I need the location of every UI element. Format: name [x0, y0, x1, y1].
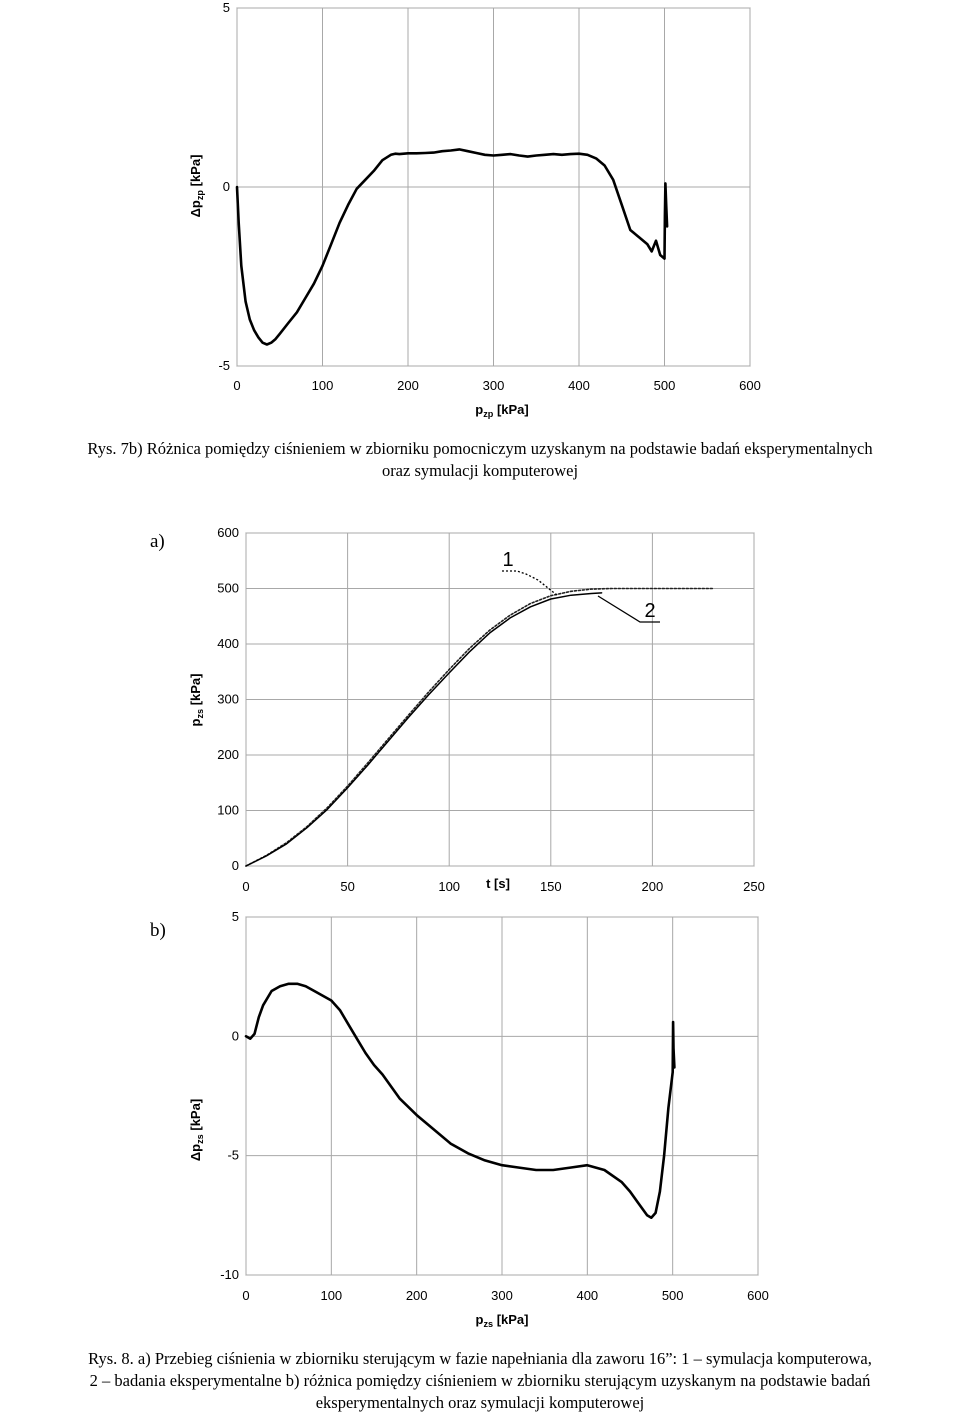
series-line-1	[244, 982, 676, 1220]
annotation-label-2: 2	[644, 600, 655, 622]
caption-line: Rys. 8. a) Przebieg ciśnienia w zbiornik…	[88, 1349, 872, 1368]
caption-line: oraz symulacji komputerowej	[381, 461, 579, 480]
x-tick-label: 500	[662, 1288, 684, 1303]
x-tick-label: 600	[747, 1288, 769, 1303]
x-tick-label: 200	[406, 1288, 428, 1303]
x-tick-label: 400	[568, 378, 590, 393]
y-tick-label: 300	[217, 692, 239, 707]
figure-7b-caption: Rys. 7b) Różnica pomiędzy ciśnieniem w z…	[0, 438, 960, 482]
y-tick-label: -10	[220, 1267, 239, 1282]
series-line-1	[235, 148, 669, 346]
y-tick-label: 500	[217, 581, 239, 596]
x-tick-label: 300	[491, 1288, 513, 1303]
chart-8b-pressure-difference: 0 100 200 300 400 500 600 5 0 -5 -10 Δpzs [kPa] pzs …	[188, 909, 769, 1329]
y-tick-label: 5	[223, 0, 230, 15]
x-tick-label: 500	[654, 378, 676, 393]
x-tick-label: 100	[320, 1288, 342, 1303]
annotation-leader-1	[502, 570, 559, 597]
figure-8-caption: Rys. 8. a) Przebieg ciśnienia w zbiornik…	[0, 1348, 960, 1414]
y-tick-label: 5	[232, 909, 239, 924]
caption-line: 2 – badania eksperymentalne b) różnica p…	[89, 1371, 871, 1390]
x-axis-label: pzp [kPa]	[475, 402, 528, 419]
x-tick-label: 0	[242, 1288, 249, 1303]
x-tick-label: 100	[312, 378, 334, 393]
y-tick-label: 0	[232, 1028, 239, 1043]
x-axis-label: pzs [kPa]	[476, 1312, 529, 1329]
annotation-label-1: 1	[502, 549, 513, 571]
y-tick-label: 0	[223, 179, 230, 194]
x-tick-label: 600	[739, 378, 761, 393]
x-tick-label: 0	[233, 378, 240, 393]
caption-line: eksperymentalnych oraz symulacji kompute…	[315, 1393, 645, 1412]
x-tick-label: 0	[242, 879, 249, 894]
y-tick-label: 200	[217, 747, 239, 762]
caption-line: Rys. 7b) Różnica pomiędzy ciśnieniem w z…	[87, 439, 873, 458]
y-tick-label: 100	[217, 803, 239, 818]
x-tick-label: 250	[743, 879, 765, 894]
x-tick-label: 400	[576, 1288, 598, 1303]
x-tick-label: 50	[340, 879, 354, 894]
y-tick-label: 400	[217, 636, 239, 651]
y-axis-label: Δpzp [kPa]	[188, 155, 205, 218]
y-tick-label: 0	[232, 858, 239, 873]
series-line-1	[245, 587, 715, 867]
y-tick-label: -5	[227, 1148, 239, 1163]
series-line-2	[245, 592, 603, 867]
x-tick-label: 300	[483, 378, 505, 393]
y-tick-label: 600	[217, 525, 239, 540]
x-tick-label: 200	[642, 879, 664, 894]
y-axis-label: Δpzs [kPa]	[188, 1099, 205, 1161]
x-axis-label: t [s]	[486, 876, 510, 891]
x-tick-label: 200	[397, 378, 419, 393]
panel-label-b: b)	[150, 920, 166, 941]
x-tick-label: 150	[540, 879, 562, 894]
x-tick-label: 100	[438, 879, 460, 894]
y-axis-label: pzs [kPa]	[188, 674, 205, 727]
chart-8a-control-tank-pressure: 0 50 100 150 200 250 600 500 400 300 200 100 0 pzs [k…	[188, 525, 765, 894]
y-tick-label: -5	[218, 358, 230, 373]
panel-label-a: a)	[150, 531, 165, 552]
annotation-leader-2	[597, 595, 660, 623]
